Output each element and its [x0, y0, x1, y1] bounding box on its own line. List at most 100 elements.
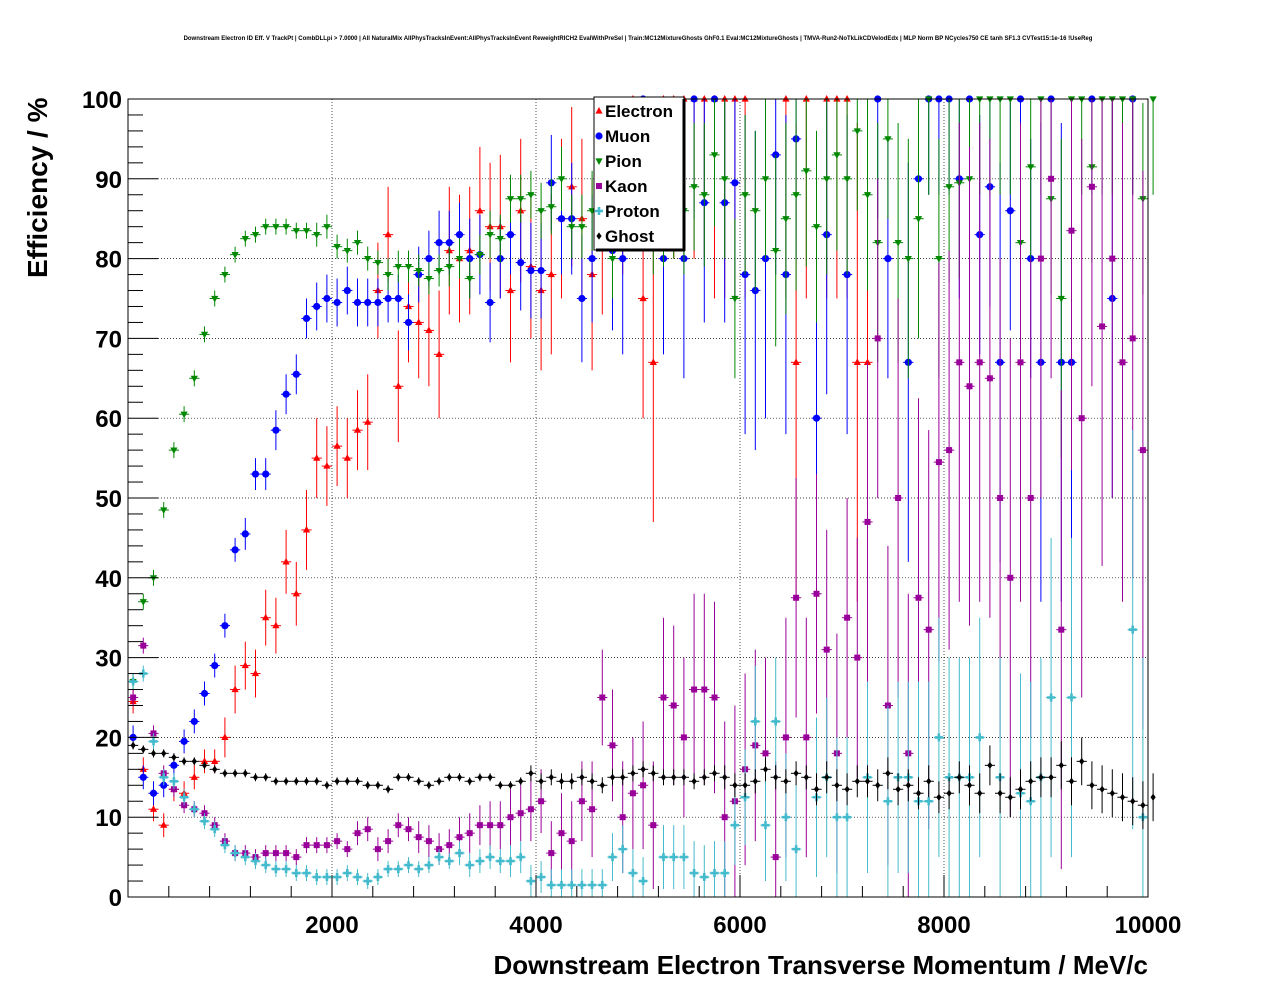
- proton-marker: [404, 861, 413, 870]
- proton-marker: [180, 793, 189, 802]
- ghost-point: [1046, 757, 1057, 798]
- ghost-marker: [201, 761, 208, 769]
- kaon-marker: [609, 742, 616, 749]
- kaon-point: [1097, 99, 1108, 566]
- kaon-marker: [1027, 495, 1034, 501]
- kaon-marker: [374, 846, 381, 853]
- pion-point: [719, 99, 730, 259]
- ghost-point: [128, 741, 139, 750]
- ghost-point: [505, 781, 516, 790]
- proton-marker: [567, 881, 576, 890]
- proton-point: [882, 705, 893, 897]
- kaon-marker: [640, 782, 647, 789]
- electron-marker: [802, 95, 810, 102]
- electron-point: [291, 561, 302, 626]
- pion-marker: [313, 232, 321, 239]
- ghost-marker: [987, 761, 993, 769]
- kaon-marker: [487, 822, 494, 829]
- muon-point: [250, 458, 261, 491]
- proton-marker: [169, 777, 178, 786]
- pion-marker: [139, 599, 147, 606]
- muon-point: [189, 709, 200, 734]
- pion-marker: [1027, 164, 1035, 171]
- kaon-marker: [1088, 183, 1095, 190]
- kaon-point: [515, 785, 526, 842]
- kaon-marker: [578, 798, 585, 805]
- pion-marker: [843, 176, 851, 183]
- electron-marker: [823, 95, 831, 102]
- proton-point: [219, 837, 230, 854]
- kaon-point: [954, 122, 965, 602]
- kaon-marker: [476, 822, 483, 829]
- kaon-point: [352, 821, 363, 846]
- pion-point: [699, 122, 710, 267]
- pion-point: [168, 442, 179, 459]
- proton-point: [597, 869, 608, 897]
- ghost-marker: [212, 765, 218, 773]
- ghost-point: [811, 773, 822, 806]
- pion-point: [821, 99, 832, 275]
- ghost-point: [209, 765, 220, 774]
- ghost-point: [332, 777, 343, 786]
- electron-marker: [700, 95, 708, 102]
- ghost-point: [1035, 757, 1046, 798]
- ghost-point: [750, 769, 761, 794]
- electron-marker: [435, 350, 443, 357]
- pion-point: [801, 99, 812, 267]
- kaon-point: [1005, 338, 1016, 818]
- proton-marker: [598, 881, 607, 890]
- proton-point: [587, 869, 598, 897]
- ghost-marker: [140, 745, 146, 753]
- proton-marker: [384, 865, 393, 874]
- proton-point: [444, 853, 455, 870]
- electron-point: [362, 374, 373, 471]
- y-tick-label: 40: [95, 566, 122, 593]
- ghost-point: [230, 769, 241, 778]
- proton-point: [842, 737, 853, 897]
- ghost-marker: [395, 773, 401, 781]
- pion-marker: [211, 295, 219, 303]
- electron-marker: [782, 95, 790, 102]
- ghost-point: [474, 773, 485, 782]
- ghost-marker: [824, 773, 830, 781]
- muon-point: [199, 681, 210, 706]
- kaon-marker: [629, 790, 636, 797]
- kaon-marker: [507, 814, 514, 821]
- pion-marker: [1078, 96, 1086, 103]
- ghost-point: [933, 781, 944, 814]
- kaon-marker: [1099, 323, 1106, 330]
- pion-marker: [190, 375, 198, 383]
- ghost-point: [1076, 737, 1087, 786]
- kaon-marker: [721, 814, 728, 821]
- proton-marker: [139, 669, 148, 678]
- ghost-point: [831, 769, 842, 802]
- kaon-point: [689, 593, 700, 786]
- ghost-point: [362, 781, 373, 790]
- ghost-point: [423, 781, 434, 790]
- y-tick-label: 50: [95, 486, 122, 513]
- pion-marker: [751, 208, 759, 215]
- ghost-point: [801, 765, 812, 790]
- muon-marker: [517, 258, 525, 267]
- ghost-marker: [752, 777, 758, 785]
- ghost-point: [168, 753, 179, 762]
- pion-marker: [853, 128, 861, 135]
- electron-marker: [384, 230, 392, 238]
- muon-marker: [394, 294, 402, 303]
- x-tick-label: 8000: [917, 912, 970, 939]
- proton-marker: [771, 717, 780, 726]
- muon-marker: [272, 426, 280, 434]
- ghost-marker: [660, 773, 667, 781]
- ghost-marker: [599, 781, 605, 789]
- pion-marker: [792, 192, 800, 199]
- kaon-point: [1107, 99, 1118, 498]
- muon-point: [230, 537, 241, 562]
- ghost-point: [1056, 741, 1067, 790]
- ghost-marker: [1089, 781, 1095, 789]
- ghost-marker: [477, 773, 483, 781]
- proton-marker: [220, 841, 229, 850]
- proton-marker: [394, 865, 403, 874]
- kaon-point: [566, 801, 577, 882]
- ghost-point: [270, 777, 281, 786]
- electron-marker: [547, 270, 555, 278]
